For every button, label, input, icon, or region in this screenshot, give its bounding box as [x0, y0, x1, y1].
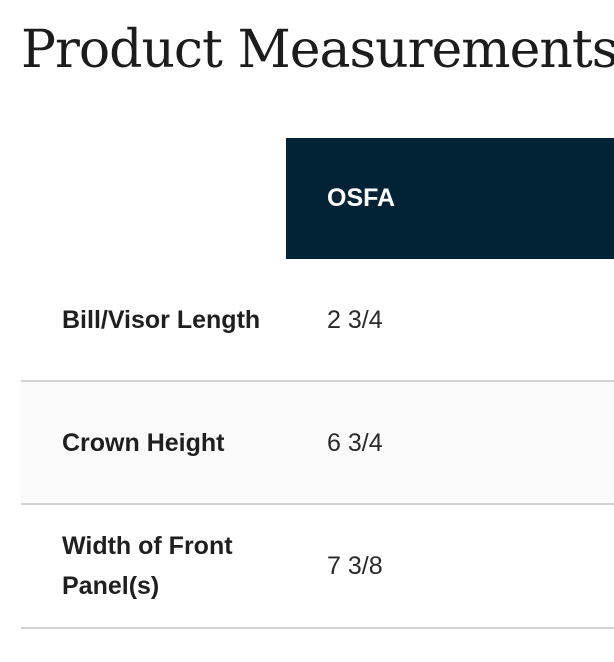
table-row: Width of Front Panel(s) 7 3/8 — [21, 505, 614, 629]
row-value: 6 3/4 — [327, 428, 383, 457]
table-row: Crown Height 6 3/4 — [21, 382, 614, 505]
table-row: Bill/Visor Length 2 3/4 — [21, 259, 614, 382]
table-header-row: OSFA — [21, 138, 614, 259]
page-title: Product Measurements — [21, 20, 614, 80]
measurements-table: OSFA Bill/Visor Length 2 3/4 Crown Heigh… — [21, 138, 614, 629]
row-label: Width of Front Panel(s) — [62, 532, 233, 600]
row-value: 7 3/8 — [327, 552, 383, 580]
size-column-header: OSFA — [286, 138, 614, 259]
row-value: 2 3/4 — [327, 305, 383, 334]
row-label: Crown Height — [62, 428, 225, 457]
row-label: Bill/Visor Length — [62, 305, 261, 334]
